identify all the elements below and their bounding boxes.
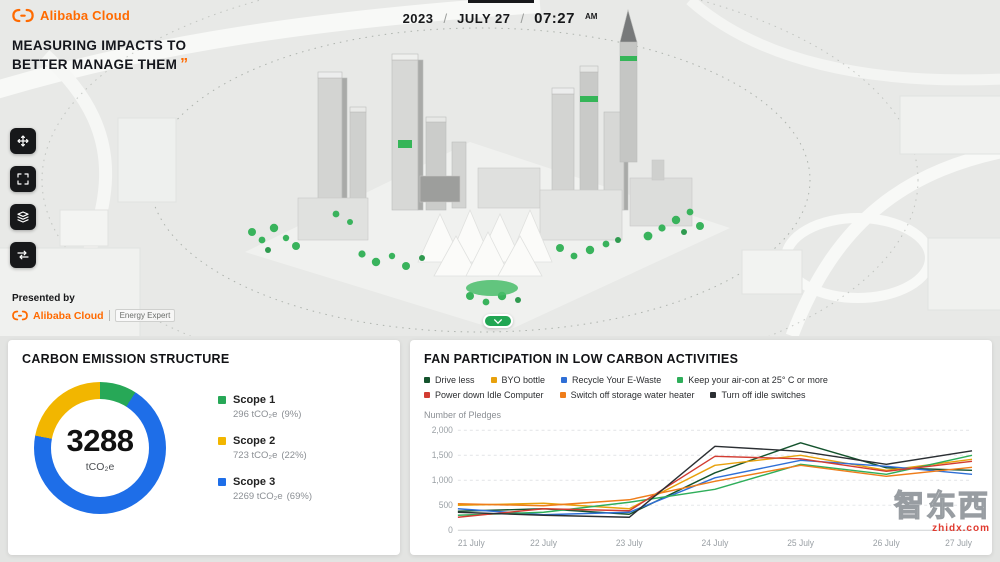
city-map[interactable]: Alibaba Cloud MEASURING IMPACTS TO BETTE… bbox=[0, 0, 1000, 336]
series-color-swatch bbox=[559, 392, 566, 398]
pledges-axis-label: Number of Pledges bbox=[424, 410, 502, 420]
brand-name: Alibaba Cloud bbox=[40, 8, 130, 23]
divider bbox=[108, 310, 110, 321]
series-color-swatch bbox=[490, 377, 497, 383]
svg-text:0: 0 bbox=[448, 525, 453, 535]
pan-icon bbox=[17, 135, 29, 147]
donut-hole bbox=[51, 399, 149, 497]
legend-item-scope2: Scope 2 723 tCO₂e (22%) bbox=[218, 435, 312, 461]
pledges-line-chart: 0 500 1,000 1,500 2,000 21 July 22 July 23 July… bbox=[432, 425, 973, 548]
compare-icon bbox=[17, 250, 29, 260]
date-day: JULY 27 bbox=[457, 11, 511, 26]
alibaba-cloud-logo-icon bbox=[12, 8, 34, 23]
svg-text:2,000: 2,000 bbox=[432, 425, 453, 435]
alibaba-cloud-logo-icon bbox=[12, 310, 28, 321]
scope1-value: 296 tCO₂e (9%) bbox=[233, 409, 302, 420]
series-color-swatch bbox=[424, 392, 430, 398]
presented-by: Presented by Alibaba Cloud Energy Expert bbox=[12, 293, 176, 322]
compare-button[interactable] bbox=[10, 242, 36, 268]
svg-text:21 July: 21 July bbox=[458, 538, 485, 548]
date-year: 2023 bbox=[402, 11, 434, 26]
total-emissions-value: 3288 bbox=[66, 423, 134, 458]
chevron-down-icon bbox=[494, 318, 502, 324]
svg-text:1,000: 1,000 bbox=[432, 475, 453, 485]
svg-text:24 July: 24 July bbox=[702, 538, 729, 548]
fan-panel-title: FAN PARTICIPATION IN LOW CARBON ACTIVITI… bbox=[424, 352, 739, 366]
svg-text:1,500: 1,500 bbox=[432, 450, 453, 460]
svg-text:27 July: 27 July bbox=[945, 538, 972, 548]
svg-text:25 July: 25 July bbox=[787, 538, 814, 548]
date-time: 07:27 bbox=[534, 10, 575, 27]
quote-mark: ” bbox=[180, 55, 189, 73]
scope3-value: 2269 tCO₂e (69%) bbox=[233, 491, 312, 502]
top-progress-marker bbox=[468, 0, 534, 3]
series-color-swatch bbox=[710, 392, 717, 398]
carbon-panel-title: CARBON EMISSION STRUCTURE bbox=[22, 352, 230, 366]
scope1-color-swatch bbox=[218, 396, 226, 404]
fullscreen-button[interactable] bbox=[10, 166, 36, 192]
scope3-name: Scope 3 bbox=[233, 476, 276, 488]
series-color-swatch bbox=[677, 377, 684, 383]
fullscreen-icon bbox=[17, 173, 29, 185]
svg-text:22 July: 22 July bbox=[530, 538, 557, 548]
expand-map-button[interactable] bbox=[483, 314, 513, 328]
series-color-swatch bbox=[424, 377, 430, 383]
legend-item-drive-less: Drive less bbox=[424, 375, 475, 385]
carbon-emission-panel: CARBON EMISSION STRUCTURE 3288 tCO₂e Sco… bbox=[8, 340, 400, 555]
total-emissions-unit: tCO₂e bbox=[85, 461, 115, 473]
bottom-panels: CARBON EMISSION STRUCTURE 3288 tCO₂e Sco… bbox=[8, 340, 992, 555]
map-toolbar bbox=[10, 128, 36, 268]
scope2-color-swatch bbox=[218, 437, 226, 445]
fan-participation-panel: FAN PARTICIPATION IN LOW CARBON ACTIVITI… bbox=[410, 340, 992, 555]
scope2-name: Scope 2 bbox=[233, 435, 276, 447]
layers-button[interactable] bbox=[10, 204, 36, 230]
pan-button[interactable] bbox=[10, 128, 36, 154]
legend-item-power-down: Power down Idle Computer bbox=[424, 390, 544, 400]
legend-item-water-heater: Switch off storage water heater bbox=[559, 390, 694, 400]
legend-item-scope1: Scope 1 296 tCO₂e (9%) bbox=[218, 394, 312, 420]
series-color-swatch bbox=[561, 377, 568, 383]
legend-item-aircon: Keep your air-con at 25° C or more bbox=[677, 375, 828, 385]
legend-item-byo-bottle: BYO bottle bbox=[490, 375, 545, 385]
date-separator: / bbox=[520, 11, 525, 26]
brand-block: Alibaba Cloud MEASURING IMPACTS TO BETTE… bbox=[12, 8, 188, 75]
date-meridiem: AM bbox=[584, 12, 598, 21]
legend-item-recycle-ewaste: Recycle Your E-Waste bbox=[561, 375, 661, 385]
svg-text:26 July: 26 July bbox=[873, 538, 900, 548]
svg-text:23 July: 23 July bbox=[616, 538, 643, 548]
energy-expert-label: Energy Expert bbox=[114, 309, 176, 322]
layers-icon bbox=[17, 211, 29, 223]
scope2-value: 723 tCO₂e (22%) bbox=[233, 450, 307, 461]
carbon-donut-chart: 3288 tCO₂e bbox=[34, 382, 166, 514]
tagline-line2: BETTER MANAGE THEM” bbox=[12, 55, 189, 73]
scope1-name: Scope 1 bbox=[233, 394, 276, 406]
legend-item-scope3: Scope 3 2269 tCO₂e (69%) bbox=[218, 476, 312, 502]
presented-by-label: Presented by bbox=[12, 293, 75, 304]
legend-item-idle-switches: Turn off idle switches bbox=[710, 390, 806, 400]
tagline-line1: MEASURING IMPACTS TO bbox=[12, 38, 187, 53]
activities-legend: Drive less BYO bottle Recycle Your E-Was… bbox=[424, 375, 944, 400]
date-bar: 2023 / JULY 27 / 07:27 AM bbox=[403, 10, 598, 27]
date-separator: / bbox=[443, 11, 448, 26]
presented-by-brand: Alibaba Cloud bbox=[33, 309, 104, 322]
tagline: MEASURING IMPACTS TO BETTER MANAGE THEM” bbox=[12, 37, 188, 75]
svg-text:500: 500 bbox=[439, 500, 453, 510]
scope3-color-swatch bbox=[218, 478, 226, 486]
scope-legend: Scope 1 296 tCO₂e (9%) Scope 2 723 tCO₂e(… bbox=[218, 394, 312, 502]
